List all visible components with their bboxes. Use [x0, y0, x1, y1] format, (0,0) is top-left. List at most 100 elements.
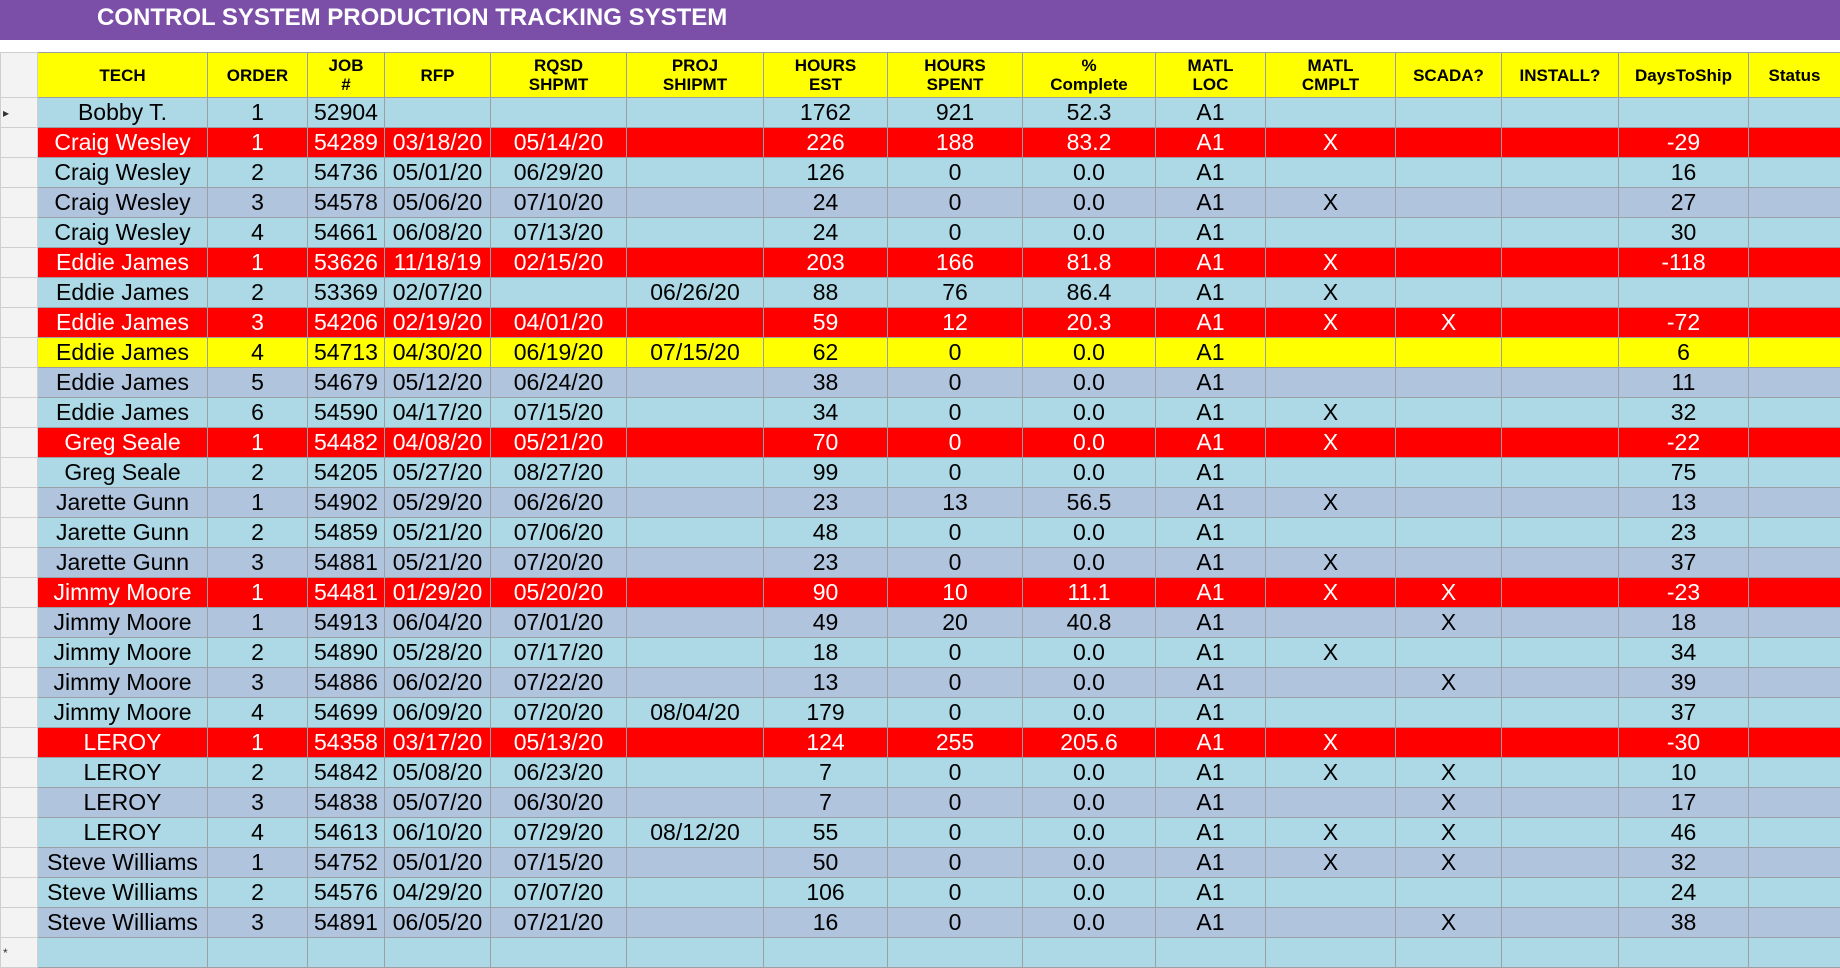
row-selector[interactable] — [1, 548, 38, 578]
cell-percent-complete[interactable]: 52.3 — [1023, 98, 1156, 128]
cell-tech[interactable]: Greg Seale — [38, 428, 208, 458]
new-cell-tech[interactable] — [38, 938, 208, 968]
cell-matl-cmplt[interactable]: X — [1266, 398, 1396, 428]
cell-status[interactable] — [1749, 878, 1840, 908]
cell-rfp[interactable] — [385, 98, 491, 128]
cell-job-number[interactable]: 54902 — [308, 488, 385, 518]
cell-percent-complete[interactable]: 0.0 — [1023, 698, 1156, 728]
cell-matl-loc[interactable]: A1 — [1156, 488, 1266, 518]
cell-status[interactable] — [1749, 548, 1840, 578]
cell-status[interactable] — [1749, 698, 1840, 728]
column-header-order[interactable]: ORDER — [208, 53, 308, 98]
cell-job-number[interactable]: 54736 — [308, 158, 385, 188]
cell-install[interactable] — [1502, 668, 1619, 698]
cell-tech[interactable]: Jarette Gunn — [38, 548, 208, 578]
cell-job-number[interactable]: 54752 — [308, 848, 385, 878]
row-selector[interactable] — [1, 308, 38, 338]
row-selector[interactable] — [1, 638, 38, 668]
cell-job-number[interactable]: 53369 — [308, 278, 385, 308]
cell-hours-est[interactable]: 126 — [764, 158, 888, 188]
cell-install[interactable] — [1502, 818, 1619, 848]
cell-rqsd-shpmt[interactable]: 07/07/20 — [491, 878, 627, 908]
cell-tech[interactable]: LEROY — [38, 728, 208, 758]
cell-scada[interactable]: X — [1396, 668, 1502, 698]
cell-rfp[interactable]: 05/07/20 — [385, 788, 491, 818]
cell-scada[interactable] — [1396, 338, 1502, 368]
cell-tech[interactable]: Jimmy Moore — [38, 638, 208, 668]
cell-install[interactable] — [1502, 248, 1619, 278]
column-header-status[interactable]: Status — [1749, 53, 1840, 98]
cell-matl-cmplt[interactable]: X — [1266, 308, 1396, 338]
cell-rfp[interactable]: 06/08/20 — [385, 218, 491, 248]
cell-hours-spent[interactable]: 0 — [888, 908, 1023, 938]
cell-matl-cmplt[interactable] — [1266, 668, 1396, 698]
cell-install[interactable] — [1502, 518, 1619, 548]
cell-rfp[interactable]: 03/17/20 — [385, 728, 491, 758]
cell-status[interactable] — [1749, 758, 1840, 788]
cell-tech[interactable]: Jarette Gunn — [38, 488, 208, 518]
cell-job-number[interactable]: 54859 — [308, 518, 385, 548]
cell-order[interactable]: 1 — [208, 578, 308, 608]
cell-rqsd-shpmt[interactable]: 06/26/20 — [491, 488, 627, 518]
cell-hours-est[interactable]: 99 — [764, 458, 888, 488]
cell-scada[interactable] — [1396, 368, 1502, 398]
cell-matl-cmplt[interactable] — [1266, 518, 1396, 548]
cell-days-to-ship[interactable]: 30 — [1619, 218, 1749, 248]
cell-rfp[interactable]: 06/09/20 — [385, 698, 491, 728]
cell-days-to-ship[interactable]: 46 — [1619, 818, 1749, 848]
cell-hours-spent[interactable]: 12 — [888, 308, 1023, 338]
cell-matl-loc[interactable]: A1 — [1156, 788, 1266, 818]
cell-days-to-ship[interactable]: 11 — [1619, 368, 1749, 398]
cell-install[interactable] — [1502, 218, 1619, 248]
cell-matl-loc[interactable]: A1 — [1156, 248, 1266, 278]
cell-install[interactable] — [1502, 458, 1619, 488]
new-cell-matl-loc[interactable] — [1156, 938, 1266, 968]
cell-scada[interactable] — [1396, 488, 1502, 518]
cell-status[interactable] — [1749, 188, 1840, 218]
cell-days-to-ship[interactable]: 34 — [1619, 638, 1749, 668]
cell-rfp[interactable]: 05/06/20 — [385, 188, 491, 218]
row-selector[interactable] — [1, 668, 38, 698]
cell-percent-complete[interactable]: 0.0 — [1023, 368, 1156, 398]
row-selector[interactable] — [1, 848, 38, 878]
cell-hours-spent[interactable]: 0 — [888, 758, 1023, 788]
cell-rfp[interactable]: 05/29/20 — [385, 488, 491, 518]
cell-install[interactable] — [1502, 698, 1619, 728]
cell-tech[interactable]: Jimmy Moore — [38, 668, 208, 698]
cell-matl-loc[interactable]: A1 — [1156, 308, 1266, 338]
cell-matl-loc[interactable]: A1 — [1156, 428, 1266, 458]
cell-matl-loc[interactable]: A1 — [1156, 638, 1266, 668]
cell-days-to-ship[interactable]: -23 — [1619, 578, 1749, 608]
cell-days-to-ship[interactable]: 23 — [1619, 518, 1749, 548]
cell-install[interactable] — [1502, 128, 1619, 158]
cell-order[interactable]: 3 — [208, 548, 308, 578]
cell-rqsd-shpmt[interactable]: 06/29/20 — [491, 158, 627, 188]
cell-order[interactable]: 4 — [208, 338, 308, 368]
cell-job-number[interactable]: 54289 — [308, 128, 385, 158]
cell-proj-shipmt[interactable]: 08/04/20 — [627, 698, 764, 728]
cell-tech[interactable]: Jarette Gunn — [38, 518, 208, 548]
cell-percent-complete[interactable]: 0.0 — [1023, 158, 1156, 188]
cell-tech[interactable]: Craig Wesley — [38, 218, 208, 248]
cell-job-number[interactable]: 54886 — [308, 668, 385, 698]
cell-job-number[interactable]: 54913 — [308, 608, 385, 638]
cell-scada[interactable]: X — [1396, 308, 1502, 338]
cell-rqsd-shpmt[interactable]: 07/22/20 — [491, 668, 627, 698]
cell-hours-est[interactable]: 7 — [764, 788, 888, 818]
cell-percent-complete[interactable]: 0.0 — [1023, 908, 1156, 938]
cell-proj-shipmt[interactable] — [627, 638, 764, 668]
cell-days-to-ship[interactable]: 38 — [1619, 908, 1749, 938]
cell-proj-shipmt[interactable] — [627, 728, 764, 758]
cell-hours-spent[interactable]: 255 — [888, 728, 1023, 758]
cell-days-to-ship[interactable]: -29 — [1619, 128, 1749, 158]
cell-install[interactable] — [1502, 278, 1619, 308]
